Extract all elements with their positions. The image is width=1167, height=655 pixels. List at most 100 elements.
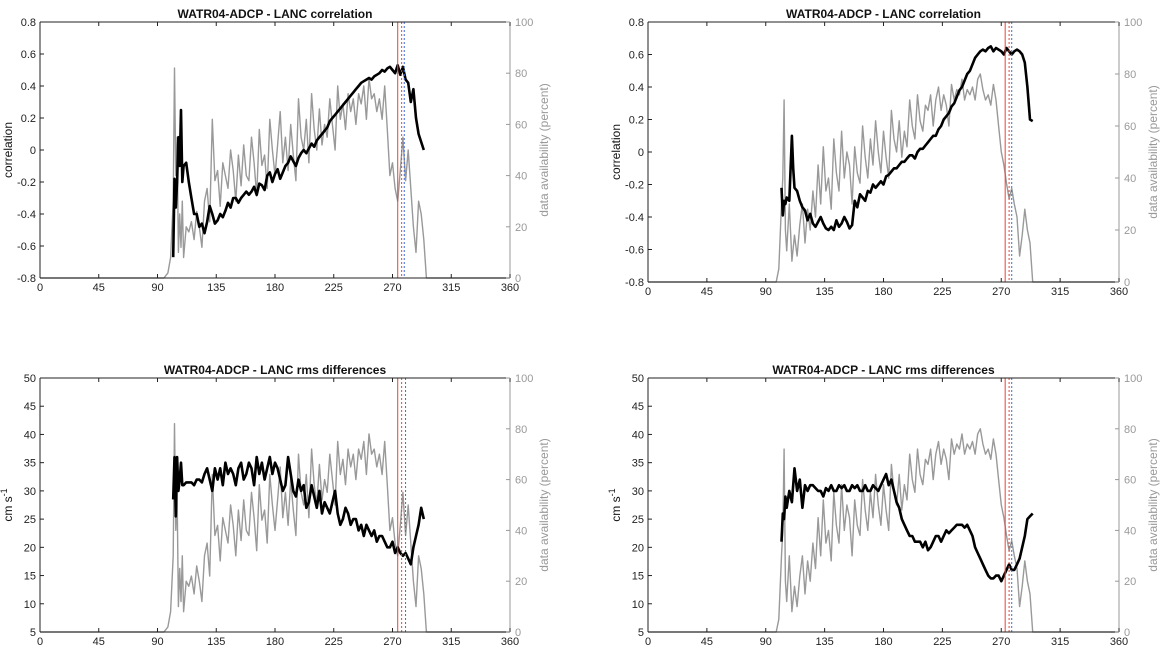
y-axis-label: correlation xyxy=(609,124,623,180)
x-tick-label: 315 xyxy=(442,282,460,294)
y2-axis-label: data availability (percent) xyxy=(1146,85,1160,218)
y-tick-label: -0.2 xyxy=(625,180,644,192)
y-tick-label: 0.2 xyxy=(629,115,644,127)
y2-axis-label: data availability (percent) xyxy=(537,438,551,571)
availability-line xyxy=(648,428,1119,633)
y2-tick-label: 100 xyxy=(1124,373,1142,385)
chart-title: WATR04-ADCP - LANC rms differences xyxy=(772,363,995,377)
y2-tick-label: 100 xyxy=(515,373,533,385)
x-tick-label: 135 xyxy=(815,636,833,648)
x-tick-label: 225 xyxy=(933,636,951,648)
y-tick-label: -0.8 xyxy=(17,273,36,285)
x-tick-label: 225 xyxy=(325,636,343,648)
x-tick-label: 360 xyxy=(501,636,519,648)
y-tick-label: 30 xyxy=(632,486,644,498)
y-tick-label: 10 xyxy=(632,599,644,611)
x-tick-label: 0 xyxy=(645,286,651,298)
x-tick-label: 45 xyxy=(93,282,105,294)
y-tick-label: 5 xyxy=(638,627,644,639)
x-tick-label: 180 xyxy=(874,636,892,648)
y-tick-label: -0.4 xyxy=(625,212,644,224)
y2-tick-label: 0 xyxy=(1124,277,1130,289)
y-tick-label: 0.6 xyxy=(629,50,644,62)
y-tick-label: 0 xyxy=(30,145,36,157)
y2-tick-label: 80 xyxy=(515,68,527,80)
y2-axis-label: data availability (percent) xyxy=(1146,438,1160,571)
y2-tick-label: 0 xyxy=(515,627,521,639)
y2-tick-label: 20 xyxy=(1124,225,1136,237)
x-tick-label: 0 xyxy=(645,636,651,648)
x-tick-label: 90 xyxy=(760,636,772,648)
plot-area xyxy=(648,22,1119,282)
y-tick-label: 45 xyxy=(24,401,36,413)
x-tick-label: 90 xyxy=(151,636,163,648)
x-tick-label: 45 xyxy=(93,636,105,648)
y-axis-label: correlation xyxy=(1,122,15,178)
y2-tick-label: 40 xyxy=(515,171,527,183)
y2-tick-label: 80 xyxy=(1124,69,1136,81)
y-tick-label: 40 xyxy=(632,429,644,441)
y2-tick-label: 20 xyxy=(515,222,527,234)
x-tick-label: 360 xyxy=(1110,636,1128,648)
x-tick-label: 225 xyxy=(933,286,951,298)
chart-corr-right: 0 45 90 135 180 225 270 315 360 -0.8 -0.6 -0.4 -0.2 0… xyxy=(609,7,1160,298)
x-tick-label: 135 xyxy=(815,286,833,298)
y-tick-label: 35 xyxy=(24,458,36,470)
y-tick-label: 10 xyxy=(24,599,36,611)
chart-rms-left: 0 45 90 135 180 225 270 315 360 5 10 15 20 25 30 35 40 45… xyxy=(0,363,551,648)
chart-title: WATR04-ADCP - LANC correlation xyxy=(178,7,373,21)
y-axis-label-text: cm s xyxy=(1,496,15,521)
y2-axis-label: data availability (percent) xyxy=(537,83,551,216)
y-axis-label-text: cm s xyxy=(609,496,623,521)
chart-rms-right: 0 45 90 135 180 225 270 315 360 5 10 15 20 25 30 35 40 45… xyxy=(607,363,1160,648)
x-tick-label: 135 xyxy=(207,636,225,648)
x-tick-label: 0 xyxy=(37,636,43,648)
y-axis-label-text: correlation xyxy=(1,122,15,178)
plot-area xyxy=(40,22,510,278)
chart-corr-left: 0 45 90 135 180 225 270 315 360 -0.8 -0.6 -0.4 -0.2 0… xyxy=(1,7,551,294)
y2-tick-label: 60 xyxy=(1124,121,1136,133)
y-tick-label: 0.8 xyxy=(21,17,36,29)
chart-title: WATR04-ADCP - LANC rms differences xyxy=(164,363,387,377)
y2-tick-label: 60 xyxy=(515,475,527,487)
x-tick-label: 315 xyxy=(1051,636,1069,648)
y-tick-label: -0.4 xyxy=(17,209,36,221)
x-tick-label: 0 xyxy=(37,282,43,294)
y-tick-label: 15 xyxy=(632,571,644,583)
chart-title: WATR04-ADCP - LANC correlation xyxy=(786,7,981,21)
y-tick-label: 45 xyxy=(632,401,644,413)
availability-line xyxy=(648,73,1119,283)
x-tick-label: 315 xyxy=(1051,286,1069,298)
y2-tick-label: 40 xyxy=(1124,525,1136,537)
y-axis-label: cm s-1 xyxy=(607,488,623,521)
y-tick-label: 0.6 xyxy=(21,49,36,61)
x-tick-label: 270 xyxy=(992,286,1010,298)
y2-tick-label: 20 xyxy=(1124,576,1136,588)
y-tick-label: -0.2 xyxy=(17,177,36,189)
y2-tick-label: 0 xyxy=(1124,627,1130,639)
x-tick-label: 225 xyxy=(325,282,343,294)
y-tick-label: 50 xyxy=(632,373,644,385)
x-tick-label: 45 xyxy=(701,636,713,648)
x-tick-label: 360 xyxy=(1110,286,1128,298)
y2-tick-label: 0 xyxy=(515,273,521,285)
y-axis-label-sup: -1 xyxy=(607,488,617,496)
y2-tick-label: 40 xyxy=(515,525,527,537)
metric-line xyxy=(780,466,1034,583)
plot-area xyxy=(648,378,1119,632)
x-tick-label: 180 xyxy=(266,636,284,648)
y-tick-label: 25 xyxy=(24,514,36,526)
plot-area xyxy=(40,378,510,632)
x-tick-label: 45 xyxy=(701,286,713,298)
y2-tick-label: 40 xyxy=(1124,173,1136,185)
x-tick-label: 90 xyxy=(760,286,772,298)
x-tick-label: 360 xyxy=(501,282,519,294)
y-tick-label: 50 xyxy=(24,373,36,385)
metric-line xyxy=(780,45,1034,232)
x-tick-label: 270 xyxy=(992,636,1010,648)
y2-tick-label: 80 xyxy=(1124,424,1136,436)
y2-tick-label: 60 xyxy=(515,119,527,131)
y-tick-label: 25 xyxy=(632,514,644,526)
y-tick-label: 0 xyxy=(638,147,644,159)
